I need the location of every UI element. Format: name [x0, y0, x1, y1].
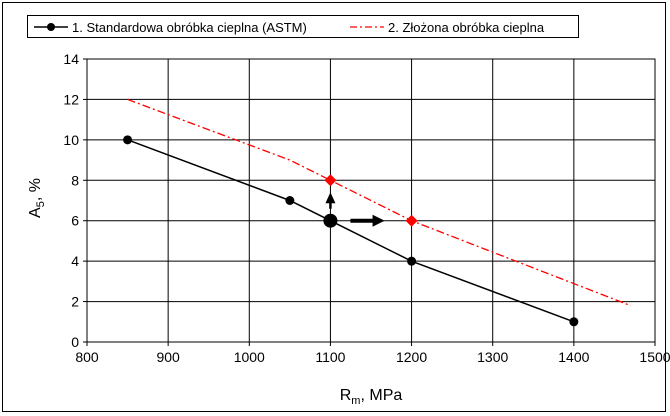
y-tick-label: 2 [71, 294, 79, 310]
series-1-point [407, 256, 417, 266]
chart-frame [2, 2, 666, 412]
x-axis-title: Rm, MPa [340, 387, 403, 407]
series-layer [127, 98, 631, 323]
axis-ticks: 800 900 1000 1100 1200 1300 1400 1500 0 2 4 6 8 10 12 1… [63, 51, 670, 365]
x-tick-label: 800 [75, 349, 99, 365]
y-tick-label: 0 [71, 334, 79, 350]
series-2-line [127, 98, 631, 307]
x-tick-label: 1400 [558, 349, 589, 365]
series-1-point [123, 135, 133, 145]
y-tick-label: 6 [71, 213, 79, 229]
legend-svg: 1. Standardowa obróbka cieplna (ASTM) 2.… [34, 20, 545, 35]
arrows-layer [325, 192, 385, 227]
markers-layer [123, 135, 579, 327]
legend-series-1-marker [47, 23, 55, 31]
legend: 1. Standardowa obróbka cieplna (ASTM) 2.… [27, 15, 579, 38]
x-tick-label: 900 [156, 349, 180, 365]
x-tick-label: 1500 [639, 349, 670, 365]
x-tick-label: 1100 [315, 349, 345, 365]
legend-series-2-label: 2. Złożona obróbka cieplna [388, 20, 545, 35]
y-tick-label: 10 [63, 132, 79, 148]
series-1-point [285, 196, 295, 205]
x-axis-title-sub: m [351, 395, 360, 407]
x-axis-title-rest: , MPa [360, 387, 402, 404]
y-tick-label: 4 [71, 253, 79, 269]
y-axis-title-sub: 5 [35, 201, 47, 207]
y-axis-title: A5, % [27, 178, 47, 218]
y-tick-label: 8 [71, 172, 79, 188]
y-tick-label: 12 [63, 91, 79, 107]
y-axis-title-rest: , % [27, 178, 44, 201]
highlight-point-diamond [405, 214, 418, 227]
highlight-point-circle [323, 213, 338, 228]
arrow-up-head [325, 192, 336, 204]
plot-area [86, 58, 656, 343]
arrow-right-head [372, 214, 385, 227]
legend-series-1-label: 1. Standardowa obróbka cieplna (ASTM) [72, 20, 307, 35]
x-tick-label: 1200 [396, 349, 427, 365]
y-tick-label: 14 [63, 51, 79, 67]
series-1-line [127, 139, 575, 323]
highlight-point-diamond [324, 174, 337, 187]
x-tick-label: 1000 [234, 349, 265, 365]
series-1-point [569, 317, 579, 327]
x-axis-title-main: R [340, 387, 352, 404]
y-axis-title-main: A [27, 207, 44, 218]
x-tick-label: 1300 [477, 349, 508, 365]
